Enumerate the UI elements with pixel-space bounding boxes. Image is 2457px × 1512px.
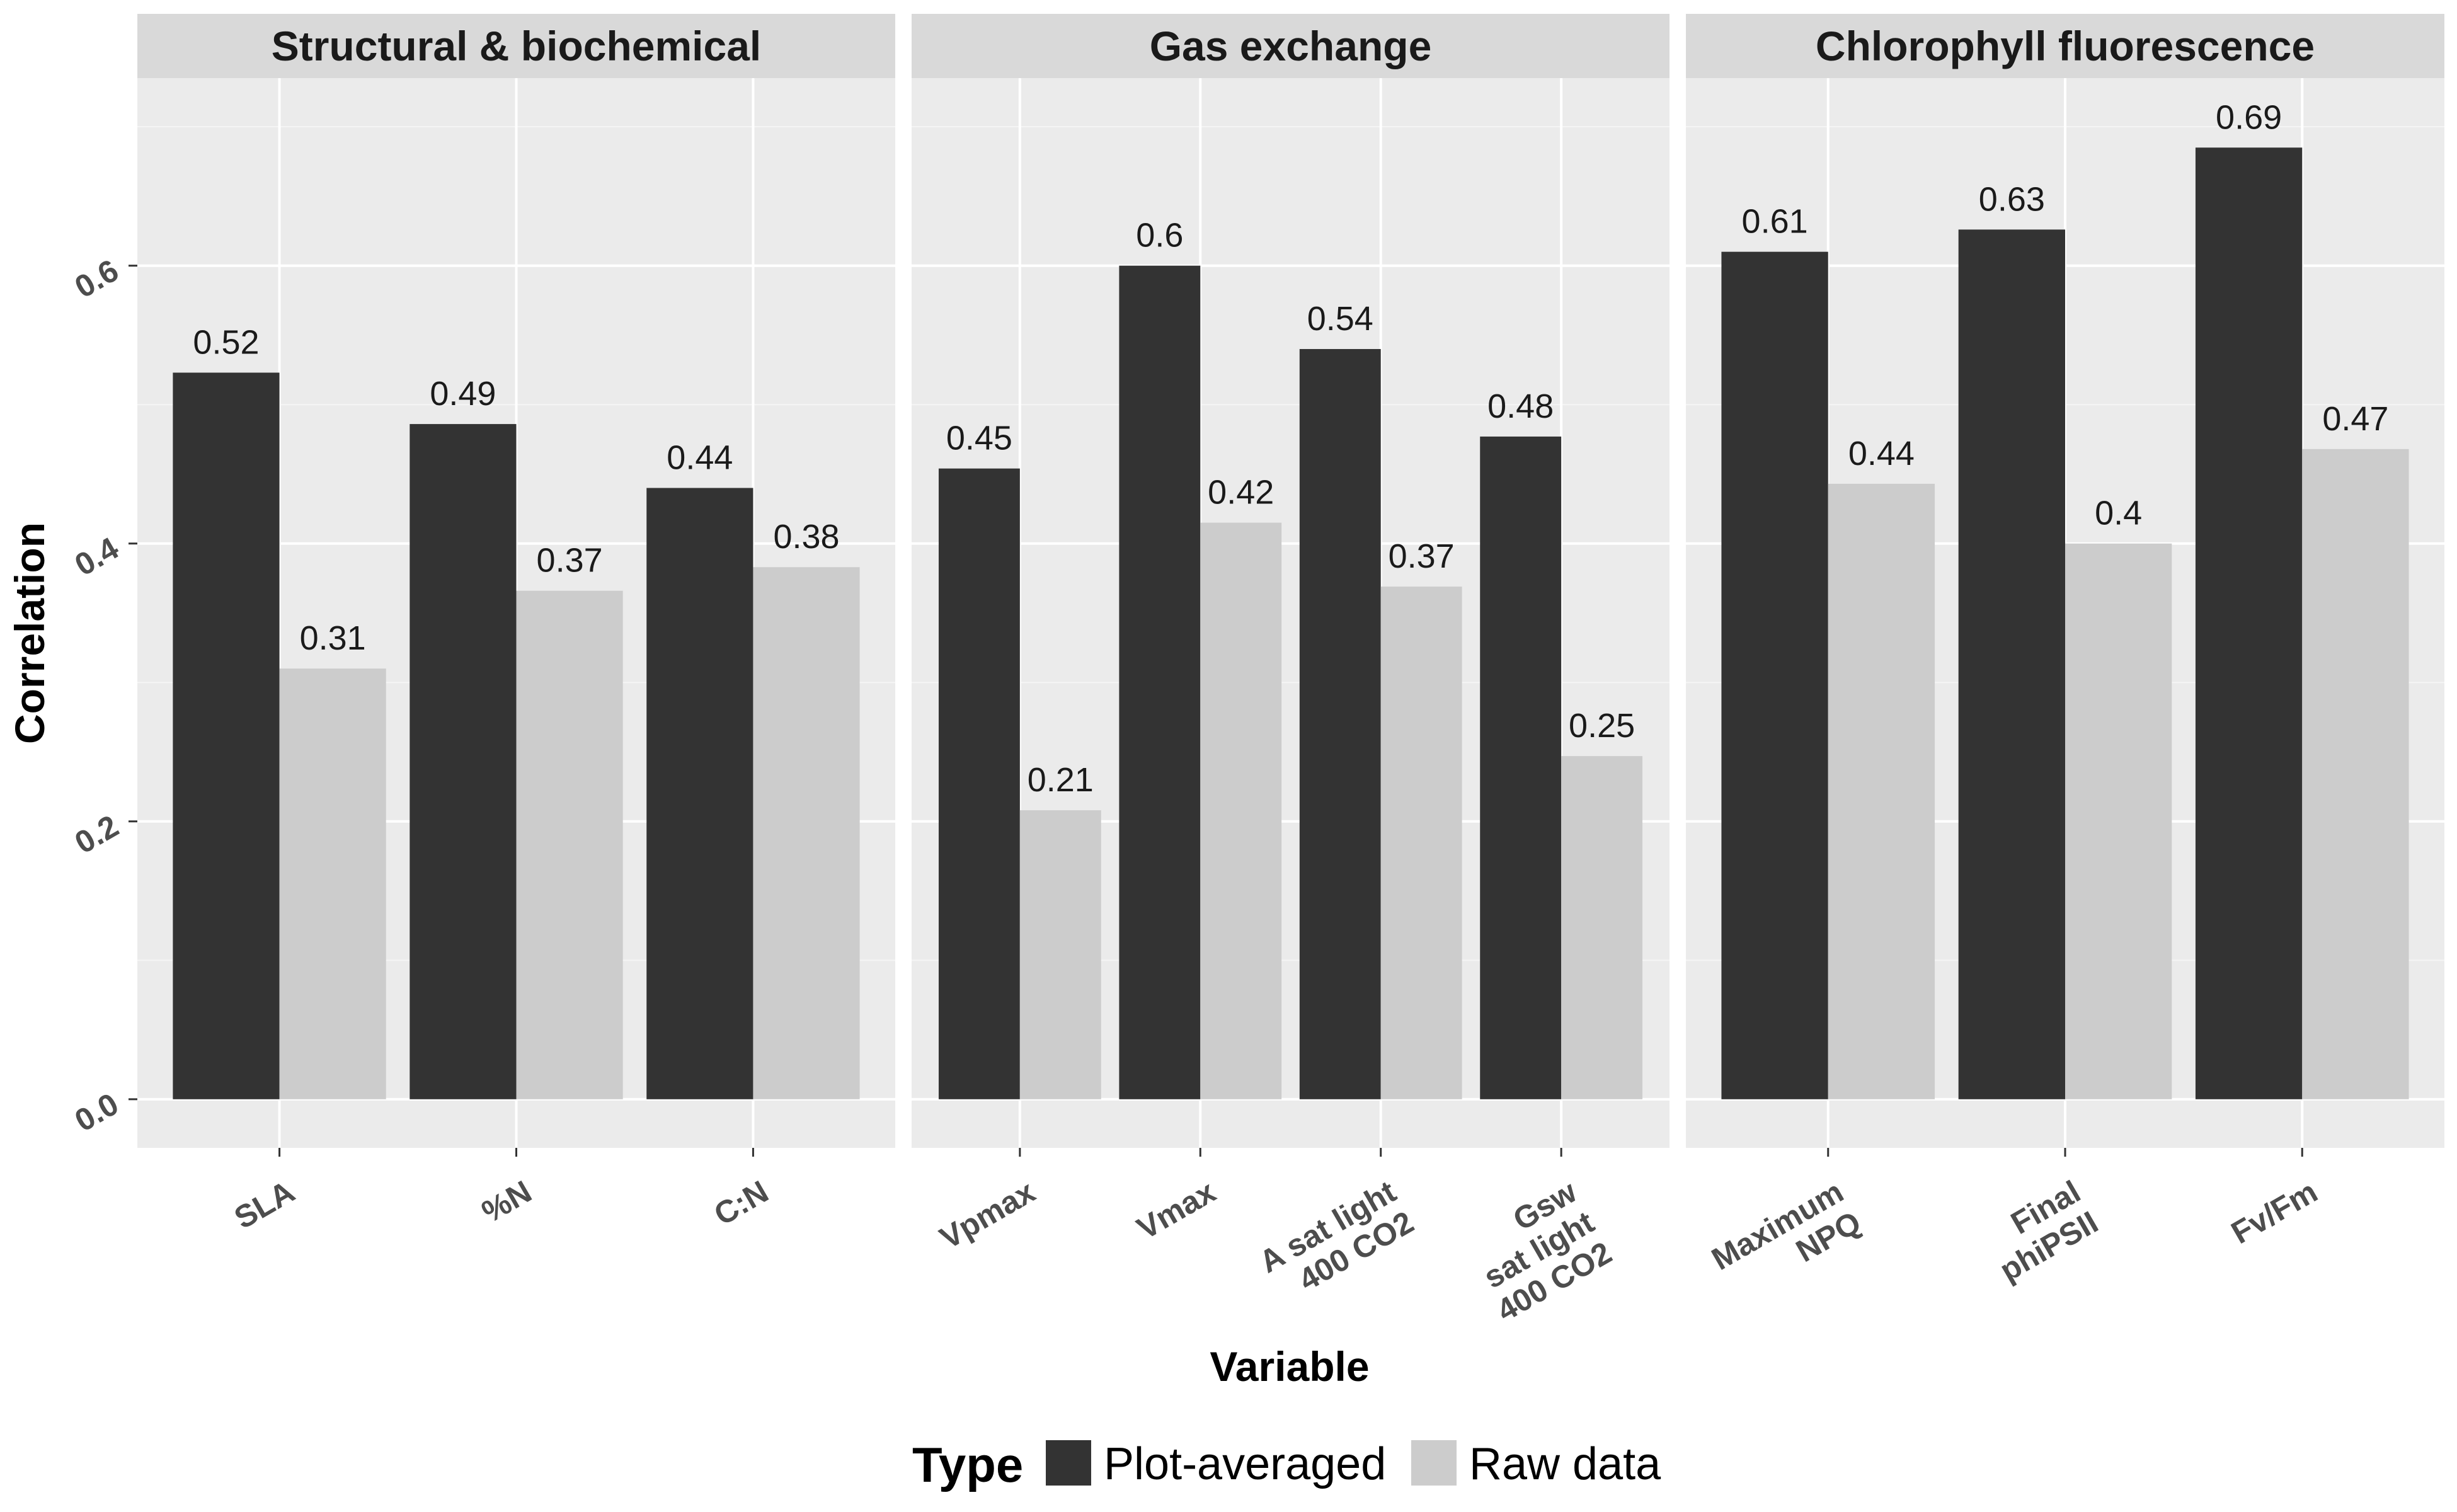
bar-raw-data [1561,756,1643,1099]
facet-strip [912,14,1670,78]
bar-value-label: 0.42 [1208,474,1274,512]
panel-2: Gas exchange 0.45 0.6 0.54 0.48 0.21 0.42 0.37 0… [912,14,1670,1329]
bar-value-label: 0.31 [300,619,366,657]
legend: Type Plot-averaged Raw data [912,1437,1661,1492]
bar-value-label: 0.6 [1136,217,1183,255]
facet-label: Structural & biochemical [272,23,762,69]
x-tick-label: MaximumNPQ [1706,1174,1867,1307]
bar-plot-averaged [173,372,280,1099]
bar-value-label: 0.47 [2322,400,2388,438]
bar-value-label: 0.44 [1848,435,1915,472]
facet-strip [137,14,895,78]
bar-value-label: 0.37 [1389,537,1455,575]
bar-raw-data [279,668,386,1099]
bar-value-label: 0.25 [1569,707,1635,745]
x-tick-label: Fv/Fm [2225,1174,2323,1251]
legend-label: Raw data [1469,1439,1661,1489]
x-tick-label: SLA [228,1174,301,1235]
bar-plot-averaged [1721,251,1828,1099]
bar-plot-averaged [410,424,517,1099]
bar-value-label: 0.48 [1487,387,1554,425]
bar-plot-averaged [1299,349,1381,1099]
bar-value-label: 0.52 [193,324,259,362]
bar-raw-data [1200,522,1282,1099]
bar-plot-averaged [2195,147,2303,1099]
bar-raw-data [753,567,860,1099]
y-tick-label: 0.4 [69,530,124,583]
legend-key-raw-data [1411,1440,1457,1486]
bar-value-label: 0.69 [2216,98,2282,136]
bar-value-label: 0.61 [1742,203,1808,241]
bar-value-label: 0.4 [2095,495,2142,532]
facet-label: Chlorophyll fluorescence [1816,23,2315,69]
x-tick-label: Vmax [1131,1174,1222,1246]
bar-plot-averaged [1480,436,1562,1099]
y-tick-label: 0.6 [69,253,124,305]
bar-value-label: 0.54 [1307,300,1373,338]
y-tick-label: 0.2 [69,808,124,861]
bar-value-label: 0.45 [946,420,1012,457]
bar-plot-averaged [646,488,753,1099]
bar-plot-averaged [1958,229,2065,1099]
y-axis-title: Correlation [6,522,53,744]
bar-value-label: 0.37 [537,542,603,580]
x-tick-label: C:N [708,1174,774,1232]
x-tick-label: Vpmax [934,1174,1041,1256]
bar-raw-data [516,590,623,1099]
bar-raw-data [1828,483,1935,1099]
bar-plot-averaged [1119,265,1201,1099]
facet-strip [1686,14,2444,78]
x-tick-label: A sat light400 CO2 [1254,1174,1420,1310]
legend-key-plot-averaged [1046,1440,1091,1486]
bar-value-label: 0.49 [430,375,496,413]
legend-title: Type [912,1437,1023,1492]
bar-value-label: 0.63 [1979,180,2045,218]
panel-3: Chlorophyll fluorescence 0.61 0.63 0.69 0.44… [1686,14,2444,1307]
bar-value-label: 0.44 [667,439,733,477]
y-axis: 0.0 0.2 0.4 0.6 [69,253,137,1138]
bar-plot-averaged [938,468,1020,1099]
bar-value-label: 0.38 [773,518,839,556]
bar-raw-data [2302,449,2409,1099]
x-tick-label: FinalphiPSII [1976,1174,2104,1288]
x-tick-label: %N [476,1174,537,1230]
facet-label: Gas exchange [1150,23,1432,69]
bar-raw-data [1380,587,1462,1099]
legend-label: Plot-averaged [1104,1439,1386,1489]
x-tick-label: Gswsat light400 CO2 [1455,1174,1618,1329]
panels: Structural & biochemical 0.52 0.49 0.44 0.31… [137,14,2444,1329]
x-axis-title: Variable [1210,1343,1369,1390]
bar-raw-data [2065,543,2172,1099]
bar-raw-data [1019,810,1101,1099]
bar-value-label: 0.21 [1028,761,1094,799]
panel-1: Structural & biochemical 0.52 0.49 0.44 0.31… [137,14,895,1236]
y-tick-label: 0.0 [69,1086,124,1138]
